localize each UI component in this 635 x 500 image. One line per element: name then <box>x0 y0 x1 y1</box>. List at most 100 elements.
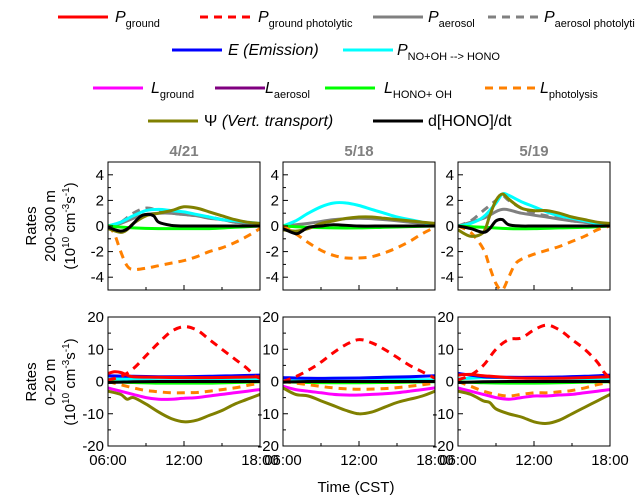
x-axis-label: Time (CST) <box>318 479 395 496</box>
y-tick-label: 0 <box>271 374 279 391</box>
legend-label-P_ground_photolytic: Pground photolytic <box>258 9 353 30</box>
x-tick-label: 12:00 <box>340 452 378 469</box>
y-tick-label: 10 <box>437 341 454 358</box>
panel-5-19-upper: -4 -2 0 2 4 5/19 <box>441 143 611 291</box>
y-tick-label: -2 <box>91 244 104 261</box>
legend-label-L_photolysis: Lphotolysis <box>540 80 598 101</box>
y-tick-label: 20 <box>437 309 454 326</box>
y-tick-label: 2 <box>446 192 454 209</box>
y-label-line3: (1010 cm-3s-1) <box>61 338 79 425</box>
series-line-Psi <box>458 192 610 238</box>
x-tick-label: 06:00 <box>89 452 127 469</box>
y-label-line3: (1010 cm-3s-1) <box>61 182 79 269</box>
series-line-L_ground <box>283 384 435 397</box>
series-line-Psi <box>283 386 435 416</box>
legend-item-P_ground_photolytic: Pground photolytic <box>200 9 353 30</box>
series-line-P_ground_photolytic <box>458 323 610 382</box>
x-tick-label: 12:00 <box>515 452 553 469</box>
series-line-L_photolysis <box>283 224 435 260</box>
panel-4-21-upper: -4 -2 0 2 4 4/21 <box>91 143 261 291</box>
series-group <box>108 325 260 424</box>
panel-5-18-lower: -20 -10 0 10 20 06:00 12:00 18:00 <box>257 309 453 469</box>
y-tick-label: 10 <box>262 341 279 358</box>
y-label-line2: 0-20 m <box>42 359 59 406</box>
y-tick-label: -4 <box>91 269 104 286</box>
series-line-P_ground <box>108 370 260 380</box>
legend-item-P_aerosol_photolytic: Paerosol photolytic <box>488 9 635 30</box>
y-tick-label: 0 <box>446 374 454 391</box>
series-line-dHONO <box>108 212 260 233</box>
y-tick-label: 4 <box>96 167 104 184</box>
y-label-line1: Rates <box>23 206 40 245</box>
legend-label-P_aerosol_photolytic: Paerosol photolytic <box>544 9 635 30</box>
series-line-Psi <box>458 389 610 425</box>
y-label-line2: 200-300 m <box>42 190 59 262</box>
legend-label-L_ground: Lground <box>151 80 194 101</box>
series-line-L_photolysis <box>283 380 435 391</box>
y-tick-label: -10 <box>257 406 279 423</box>
series-group <box>458 191 610 290</box>
panel-title: 5/19 <box>519 143 548 160</box>
series-group <box>283 201 435 260</box>
legend-label-dHONO: d[HONO]/dt <box>428 113 512 130</box>
series-group <box>283 338 435 416</box>
legend-item-L_ground: Lground <box>93 80 194 101</box>
y-tick-label: -20 <box>432 438 454 455</box>
series-line-L_photolysis <box>458 380 610 398</box>
y-tick-label: 0 <box>446 218 454 235</box>
legend-label-E: E (Emission) <box>228 42 319 59</box>
series-line-dHONO <box>108 379 260 384</box>
series-line-dHONO <box>283 379 435 384</box>
series-line-L_photolysis <box>108 224 260 272</box>
panel-4-21-lower: -20 -10 0 10 20 06:00 12:00 18:00 <box>82 309 278 469</box>
legend-label-P_NO_OH: PNO+OH --> HONO <box>397 42 500 63</box>
y-axis-label-upper: Rates 200-300 m (1010 cm-3s-1) <box>23 182 79 269</box>
y-tick-label: 4 <box>271 167 279 184</box>
y-tick-label: 20 <box>262 309 279 326</box>
legend-item-E: E (Emission) <box>172 42 319 59</box>
legend-item-P_aerosol: Paerosol <box>373 9 475 30</box>
series-line-L_ground <box>108 386 260 401</box>
y-tick-label: 2 <box>96 192 104 209</box>
x-tick-label: 06:00 <box>439 452 477 469</box>
series-line-E <box>283 374 435 380</box>
series-group <box>458 323 610 425</box>
axis-labels: Time (CST) Rates 200-300 m (1010 cm-3s-1)R… <box>23 182 394 496</box>
series-line-P_ground_photolytic <box>108 325 260 382</box>
panel-title: 5/18 <box>344 143 373 160</box>
x-tick-label: 12:00 <box>165 452 203 469</box>
y-tick-label: 0 <box>271 218 279 235</box>
y-axis-label-lower: Rates 0-20 m(1010 cm-3s-1) <box>23 338 79 425</box>
series-line-Psi <box>108 389 260 424</box>
series-line-dHONO <box>458 217 610 234</box>
legend-item-P_NO_OH: PNO+OH --> HONO <box>343 42 500 63</box>
legend-item-Psi: Ψ (Vert. transport) <box>148 113 333 130</box>
y-label-line1: Rates <box>23 362 40 401</box>
legend-item-dHONO: d[HONO]/dt <box>373 113 512 130</box>
series-group <box>108 205 260 272</box>
legend-item-L_HONO_OH: LHONO+ OH <box>325 80 452 101</box>
x-tick-label: 18:00 <box>241 452 279 469</box>
series-line-L_ground <box>458 386 610 401</box>
y-tick-label: -20 <box>257 438 279 455</box>
series-line-dHONO <box>283 223 435 236</box>
y-tick-label: 2 <box>271 192 279 209</box>
legend-item-L_aerosol: Laerosol <box>215 80 310 101</box>
y-tick-label: 4 <box>446 167 454 184</box>
x-tick-label: 18:00 <box>416 452 454 469</box>
chart-panels: -4-20244/21-4-20245/18-4-20245/19-20-100… <box>82 143 628 469</box>
y-tick-label: 0 <box>96 218 104 235</box>
panel-5-18-upper: -4 -2 0 2 4 5/18 <box>266 143 436 291</box>
legend-label-L_aerosol: Laerosol <box>265 80 310 101</box>
series-line-dHONO <box>458 379 610 384</box>
legend-item-L_photolysis: Lphotolysis <box>485 80 598 101</box>
legend-label-P_aerosol: Paerosol <box>428 9 475 30</box>
y-tick-label: -20 <box>82 438 104 455</box>
legend-label-P_ground: Pground <box>115 9 160 30</box>
y-tick-label: -4 <box>266 269 279 286</box>
series-line-L_photolysis <box>108 380 260 395</box>
y-tick-label: 10 <box>87 341 104 358</box>
y-tick-label: -10 <box>432 406 454 423</box>
legend-item-P_ground: Pground <box>58 9 160 30</box>
